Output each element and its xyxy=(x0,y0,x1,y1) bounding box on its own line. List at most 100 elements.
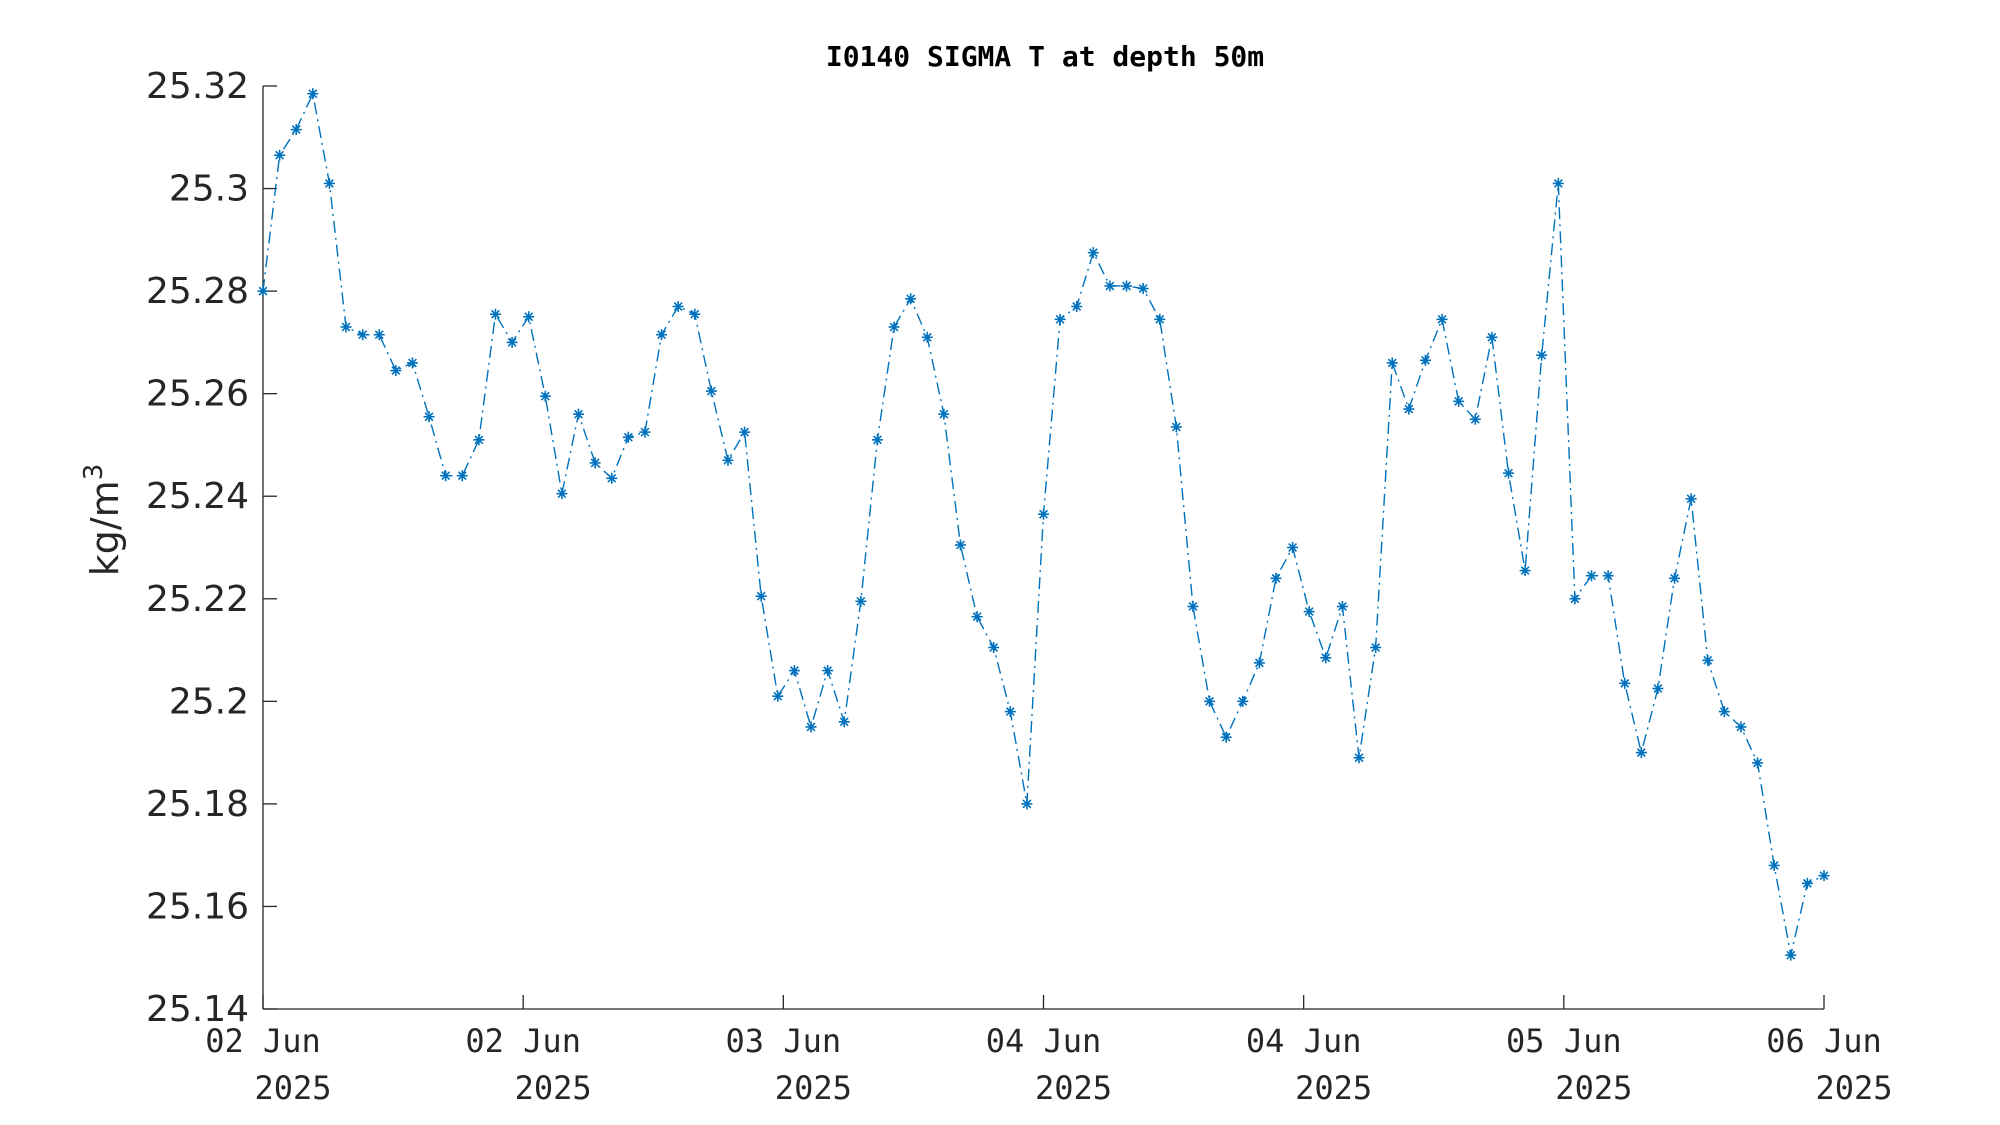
data-point xyxy=(905,293,917,305)
data-point xyxy=(556,488,568,500)
x-tick-year: 2025 xyxy=(515,1069,592,1107)
data-point xyxy=(1486,331,1498,343)
data-point xyxy=(1785,949,1797,961)
data-point xyxy=(1801,877,1813,889)
x-tick-label: 02 Jun xyxy=(205,1022,321,1060)
data-point xyxy=(589,457,601,469)
y-tick-label: 25.2 xyxy=(169,681,249,722)
data-point xyxy=(1652,683,1664,695)
data-point xyxy=(1469,413,1481,425)
data-point xyxy=(772,690,784,702)
x-tick-label: 02 Jun xyxy=(465,1022,581,1060)
data-point xyxy=(1253,657,1265,669)
data-point xyxy=(1768,859,1780,871)
y-tick-label: 25.18 xyxy=(146,784,249,825)
y-tick-label: 25.28 xyxy=(146,271,249,312)
data-point xyxy=(340,321,352,333)
x-tick-year: 2025 xyxy=(254,1069,331,1107)
data-point xyxy=(689,308,701,320)
data-point xyxy=(1536,349,1548,361)
data-point xyxy=(1370,641,1382,653)
data-point xyxy=(373,329,385,341)
data-point xyxy=(988,641,1000,653)
x-tick-year: 2025 xyxy=(1815,1069,1892,1107)
data-point xyxy=(1669,572,1681,584)
data-point xyxy=(1054,313,1066,325)
data-point xyxy=(1403,403,1415,415)
data-point xyxy=(1270,572,1282,584)
x-tick-label: 04 Jun xyxy=(986,1022,1102,1060)
x-tick-label: 04 Jun xyxy=(1246,1022,1362,1060)
data-point xyxy=(705,385,717,397)
data-point xyxy=(1635,747,1647,759)
data-point xyxy=(423,411,435,423)
data-point xyxy=(871,434,883,446)
chart-title: I0140 SIGMA T at depth 50m xyxy=(826,40,1264,73)
data-point xyxy=(1685,493,1697,505)
data-point xyxy=(473,434,485,446)
data-point xyxy=(838,716,850,728)
data-point xyxy=(938,408,950,420)
data-point xyxy=(822,665,834,677)
data-point xyxy=(456,470,468,482)
data-point xyxy=(1220,731,1232,743)
data-point xyxy=(971,611,983,623)
data-point xyxy=(639,426,651,438)
data-point xyxy=(739,426,751,438)
y-tick-label: 25.32 xyxy=(146,66,249,107)
data-point xyxy=(1021,798,1033,810)
series-line xyxy=(262,91,1825,956)
y-tick-label: 25.3 xyxy=(169,169,249,210)
data-point xyxy=(722,454,734,466)
x-tick-label: 06 Jun xyxy=(1766,1022,1882,1060)
x-tick-label: 03 Jun xyxy=(726,1022,842,1060)
series-markers xyxy=(257,88,1830,961)
data-point xyxy=(1818,870,1830,882)
data-point xyxy=(1453,395,1465,407)
data-point xyxy=(888,321,900,333)
data-point xyxy=(656,329,668,341)
y-tick-label: 25.26 xyxy=(146,374,249,415)
data-point xyxy=(257,285,269,297)
data-point xyxy=(1004,706,1016,718)
data-point xyxy=(1519,565,1531,577)
data-point xyxy=(755,590,767,602)
data-point xyxy=(1619,677,1631,689)
x-ticks: 02 Jun 2025 02 Jun 2025 03 Jun 2025 04 Jun 2025… xyxy=(205,995,1893,1107)
data-point xyxy=(357,329,369,341)
data-point xyxy=(1104,280,1116,292)
y-tick-label: 25.24 xyxy=(146,476,249,517)
data-point xyxy=(1552,177,1564,189)
data-point xyxy=(1602,570,1614,582)
data-point xyxy=(539,390,551,402)
data-point xyxy=(1718,706,1730,718)
data-point xyxy=(1038,508,1049,520)
data-point xyxy=(406,357,418,369)
data-point xyxy=(1204,695,1216,707)
data-point xyxy=(1702,654,1714,666)
data-point xyxy=(1735,721,1747,733)
x-tick-year: 2025 xyxy=(775,1069,852,1107)
data-point xyxy=(1121,280,1133,292)
data-point xyxy=(1303,606,1315,618)
data-point xyxy=(1569,593,1581,605)
data-point xyxy=(1154,313,1166,325)
data-point xyxy=(1353,752,1365,764)
data-point xyxy=(1287,542,1299,553)
data-point xyxy=(1237,695,1249,707)
data-point xyxy=(323,177,335,189)
data-point xyxy=(290,124,302,136)
data-point xyxy=(672,300,684,312)
data-point xyxy=(788,665,800,677)
y-ticks: 25.14 25.16 25.18 25.2 25.22 25.24 25.26 25.28 2… xyxy=(146,66,277,1030)
data-point xyxy=(489,308,501,320)
data-point xyxy=(954,539,966,551)
y-axis-label: kg/m3 xyxy=(79,464,127,577)
data-point xyxy=(855,595,867,607)
axes xyxy=(262,86,1824,1010)
data-point xyxy=(1137,283,1149,295)
data-point xyxy=(921,331,933,343)
x-tick-year: 2025 xyxy=(1555,1069,1632,1107)
data-point xyxy=(1586,570,1598,582)
